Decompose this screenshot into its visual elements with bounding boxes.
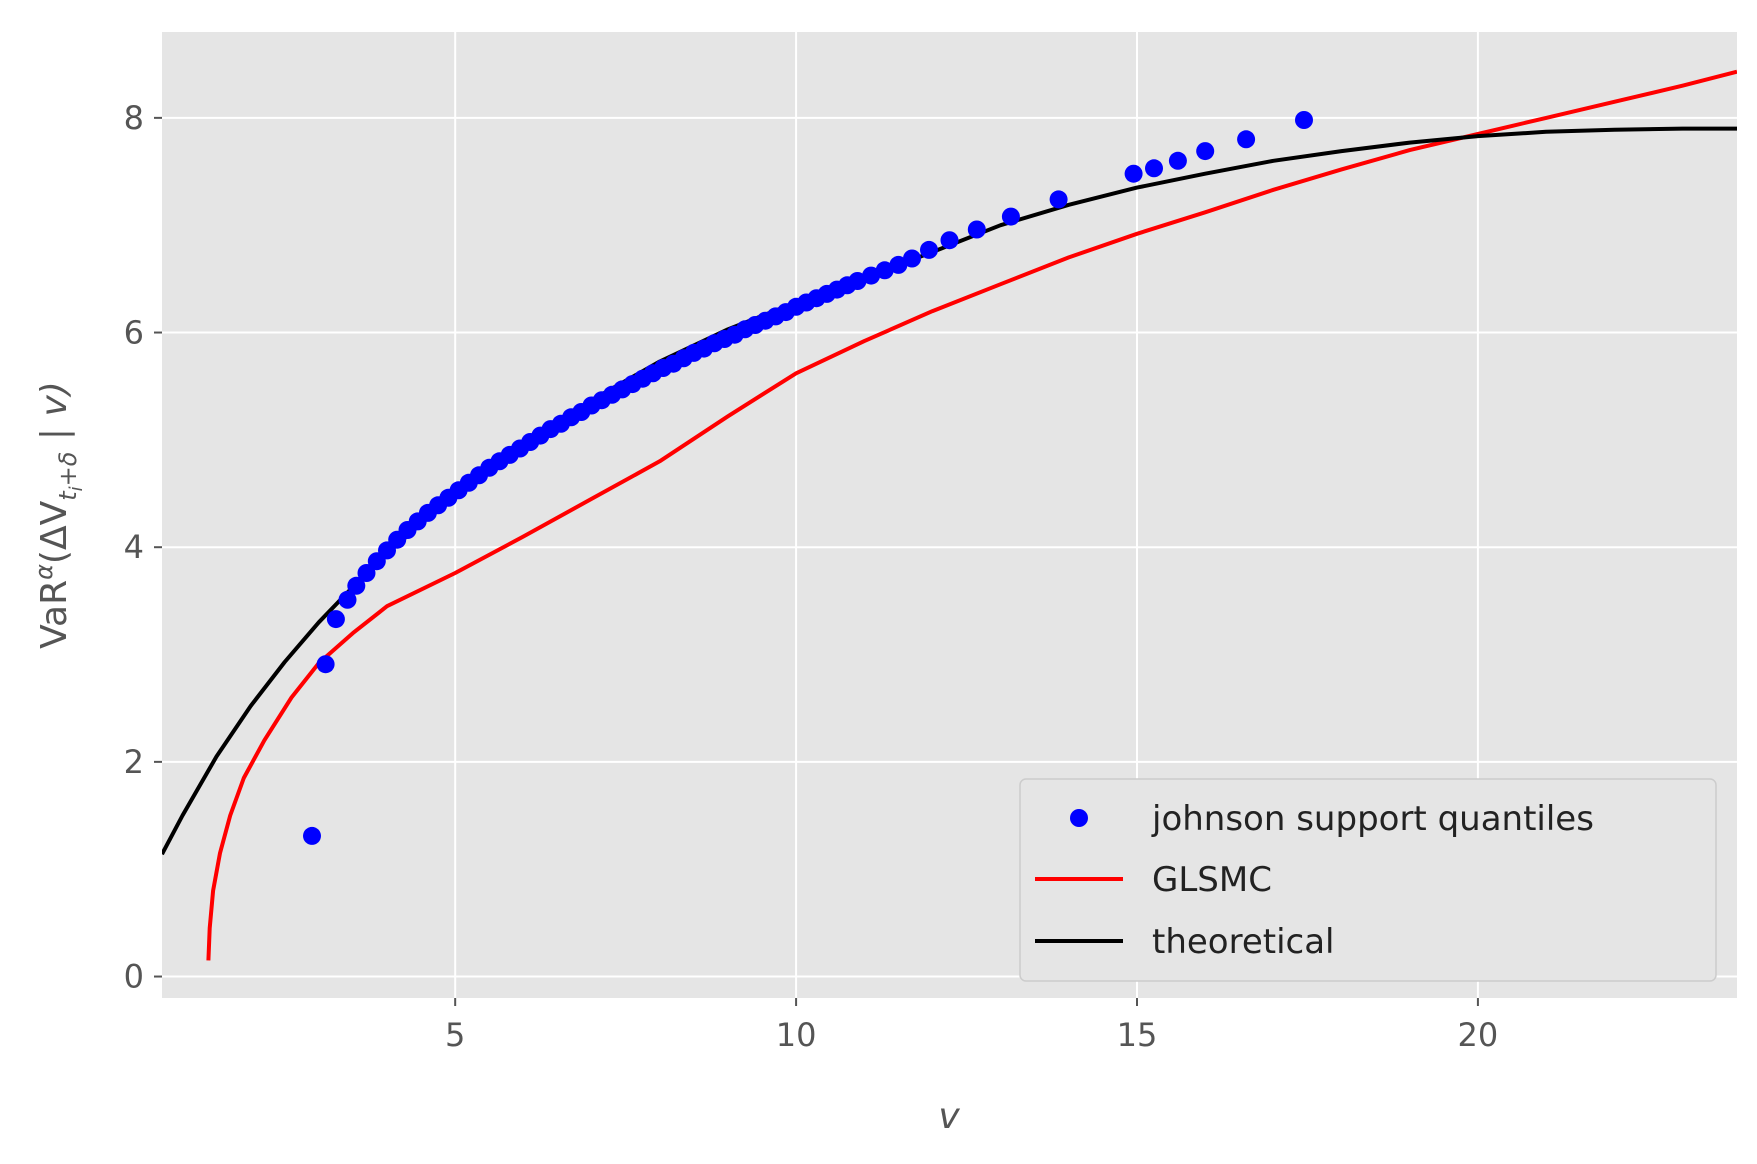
legend-label-glsmc: GLSMC xyxy=(1152,860,1272,900)
x-tick-label: 10 xyxy=(776,1016,817,1054)
x-tick-label: 5 xyxy=(445,1016,465,1054)
scatter-point xyxy=(889,255,908,274)
scatter-point xyxy=(1295,111,1313,129)
grid xyxy=(162,32,1737,998)
y-axis-label-prefix: VaR xyxy=(34,580,75,649)
y-axis-label-subscript-sub: i xyxy=(66,486,87,491)
scatter-point xyxy=(967,220,986,239)
scatter-point xyxy=(1124,164,1143,183)
legend-box xyxy=(1019,778,1717,982)
y-axis-label-subscript-rest: +δ xyxy=(54,452,82,487)
x-tick-label: 20 xyxy=(1458,1016,1499,1054)
y-tick-label: 4 xyxy=(124,528,144,566)
scatter-point xyxy=(357,564,376,582)
y-axis-label-close: | v) xyxy=(34,381,75,451)
scatter-point xyxy=(1001,207,1020,226)
scatter-point xyxy=(903,249,921,268)
y-tick-label: 8 xyxy=(124,99,144,137)
axis-ticks: 5 10 15 20 0 2 4 6 8 xyxy=(124,99,1499,1054)
legend-label-theoretical: theoretical xyxy=(1152,922,1335,962)
legend-marker-johnson xyxy=(1070,809,1088,827)
legend-label-johnson: johnson support quantiles xyxy=(1151,799,1594,839)
y-axis-label: VaRα(ΔVti+δ | v) xyxy=(30,381,87,649)
scatter-point xyxy=(316,655,335,674)
scatter-point xyxy=(303,826,321,845)
scatter-point xyxy=(338,590,357,609)
scatter-point xyxy=(940,231,959,250)
scatter-point xyxy=(326,610,345,629)
scatter-point xyxy=(1237,130,1256,149)
series-line-glsmc xyxy=(206,69,1737,961)
scatter-point xyxy=(1049,190,1068,209)
series-layer xyxy=(162,69,1737,961)
scatter-point xyxy=(862,266,881,285)
scatter-point xyxy=(875,261,894,280)
scatter-point xyxy=(1145,159,1163,178)
y-tick-label: 0 xyxy=(124,958,144,996)
x-axis-label: v xyxy=(938,1096,960,1137)
scatter-point xyxy=(1196,142,1215,161)
scatter-point xyxy=(848,272,867,290)
scatter-point xyxy=(1168,151,1187,170)
scatter-point xyxy=(920,240,938,259)
y-axis-label-superscript: α xyxy=(30,564,58,580)
y-axis-label-subscript: t xyxy=(54,490,82,501)
y-tick-label: 6 xyxy=(124,314,144,352)
legend: johnson support quantiles GLSMC theoreti… xyxy=(1019,778,1717,982)
y-axis-label-open: (ΔV xyxy=(34,500,75,564)
y-tick-label: 2 xyxy=(124,743,144,781)
x-tick-label: 15 xyxy=(1117,1016,1158,1054)
scatter-point xyxy=(347,576,366,595)
